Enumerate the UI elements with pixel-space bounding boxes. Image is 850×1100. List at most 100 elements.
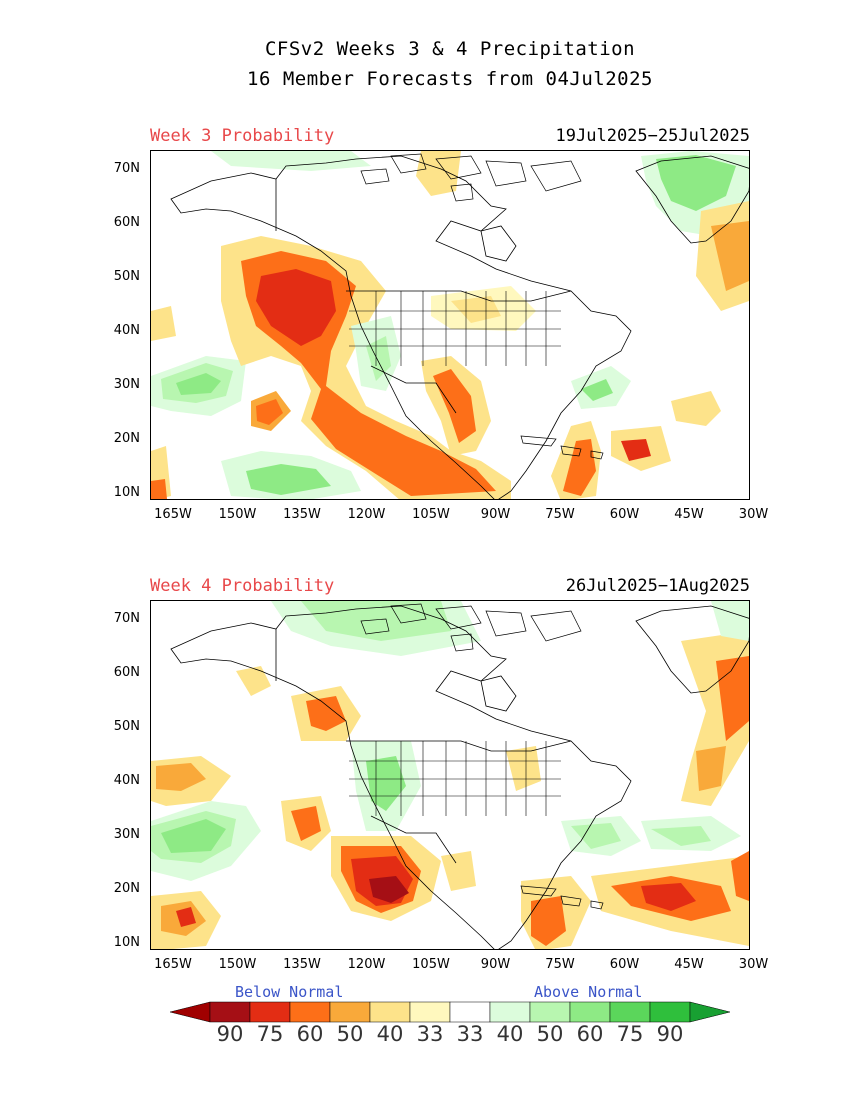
us-mexico-border xyxy=(370,815,457,864)
lat-tick-label: 20N xyxy=(113,431,140,446)
legend-left-arrow xyxy=(170,1001,211,1023)
probability-region xyxy=(581,379,613,401)
legend-value: 75 xyxy=(616,1022,644,1046)
probability-region xyxy=(451,296,501,323)
hudson-bay-coast xyxy=(480,225,517,262)
lon-tick-label: 165W xyxy=(154,507,192,522)
legend-swatch xyxy=(609,1001,651,1023)
legend-swatch xyxy=(329,1001,371,1023)
probability-region xyxy=(696,746,726,791)
legend-swatch xyxy=(209,1001,251,1023)
probability-region xyxy=(369,876,409,903)
lon-tick-label: 30W xyxy=(738,507,769,522)
lat-tick-label: 10N xyxy=(113,485,140,500)
probability-region xyxy=(256,399,283,425)
probability-region xyxy=(716,656,749,741)
legend-swatch xyxy=(369,1001,411,1023)
legend-swatch xyxy=(449,1001,491,1023)
probability-region xyxy=(211,151,371,171)
lat-tick-label: 40N xyxy=(113,323,140,338)
legend-swatch xyxy=(489,1001,531,1023)
legend-swatch xyxy=(409,1001,451,1023)
us-mexico-border xyxy=(370,365,457,414)
us-states xyxy=(349,741,561,816)
caribbean-islands xyxy=(520,435,604,460)
probability-region xyxy=(656,155,736,211)
legend-value: 50 xyxy=(336,1022,364,1046)
legend-swatch xyxy=(529,1001,571,1023)
lon-tick-label: 30W xyxy=(738,957,769,972)
lon-tick-label: 90W xyxy=(480,507,511,522)
lon-tick-label: 60W xyxy=(609,957,640,972)
probability-region xyxy=(151,306,176,341)
legend-value: 90 xyxy=(216,1022,244,1046)
lon-tick-label: 75W xyxy=(545,507,575,522)
lon-tick-label: 120W xyxy=(347,957,386,972)
legend-colorbar xyxy=(170,1001,730,1023)
probability-region xyxy=(641,883,696,911)
lat-tick-label: 40N xyxy=(113,773,140,788)
lon-tick-label: 90W xyxy=(480,957,511,972)
probability-region xyxy=(176,907,196,927)
legend-value: 60 xyxy=(296,1022,324,1046)
legend-value: 33 xyxy=(456,1022,484,1046)
probability-region xyxy=(441,851,476,891)
probability-region xyxy=(506,746,541,791)
lon-tick-label: 150W xyxy=(218,507,257,522)
probability-region xyxy=(651,826,711,846)
probability-region xyxy=(306,696,346,731)
probability-region xyxy=(236,666,271,696)
lon-tick-label: 60W xyxy=(609,507,640,522)
legend-swatch xyxy=(569,1001,611,1023)
probability-region xyxy=(151,479,167,499)
legend-right-arrow xyxy=(689,1001,730,1023)
us-canada-border xyxy=(346,290,572,302)
legend-swatch xyxy=(649,1001,691,1023)
probability-region xyxy=(531,896,566,946)
arctic-islands xyxy=(360,603,582,652)
lon-tick-label: 75W xyxy=(545,957,575,972)
probability-region xyxy=(291,806,321,841)
lon-tick-label: 135W xyxy=(283,507,321,522)
probability-region xyxy=(156,763,206,791)
probability-region xyxy=(256,269,336,346)
greenland-coastline xyxy=(635,605,749,694)
probability-region xyxy=(731,851,749,901)
week4-dates: 26Jul2025−1Aug2025 xyxy=(565,576,750,596)
lat-tick-label: 60N xyxy=(113,665,140,680)
probability-region xyxy=(176,373,221,395)
legend-swatch xyxy=(249,1001,291,1023)
lon-tick-label: 120W xyxy=(347,507,386,522)
legend-value: 40 xyxy=(376,1022,404,1046)
probability-region xyxy=(416,151,461,196)
caribbean-islands xyxy=(520,885,604,910)
arctic-islands xyxy=(360,153,582,202)
legend-value: 33 xyxy=(416,1022,444,1046)
probability-region xyxy=(621,439,651,461)
week4-map xyxy=(150,600,750,950)
lat-tick-label: 30N xyxy=(113,377,140,392)
probability-region xyxy=(571,823,621,849)
main-title-line2: 16 Member Forecasts from 04Jul2025 xyxy=(247,68,653,90)
main-title-line1: CFSv2 Weeks 3 & 4 Precipitation xyxy=(264,38,636,60)
us-canada-border xyxy=(346,740,572,752)
coastline xyxy=(170,155,632,499)
legend-value: 90 xyxy=(656,1022,684,1046)
lon-tick-label: 105W xyxy=(412,507,450,522)
lon-tick-label: 150W xyxy=(218,957,257,972)
hudson-bay-coast xyxy=(480,675,517,712)
legend-value: 40 xyxy=(496,1022,524,1046)
probability-region xyxy=(671,391,721,426)
week3-label: Week 3 Probability xyxy=(150,126,335,146)
lat-tick-label: 50N xyxy=(113,719,140,734)
legend-value: 50 xyxy=(536,1022,564,1046)
week3-dates: 19Jul2025−25Jul2025 xyxy=(555,126,750,146)
week4-label: Week 4 Probability xyxy=(150,576,335,596)
legend-below-label: Below Normal xyxy=(235,983,344,1001)
us-states xyxy=(349,291,561,366)
probability-region xyxy=(433,369,476,443)
probability-region xyxy=(161,819,226,853)
greenland-coastline xyxy=(635,155,749,244)
legend-value: 60 xyxy=(576,1022,604,1046)
lon-tick-label: 135W xyxy=(283,957,321,972)
